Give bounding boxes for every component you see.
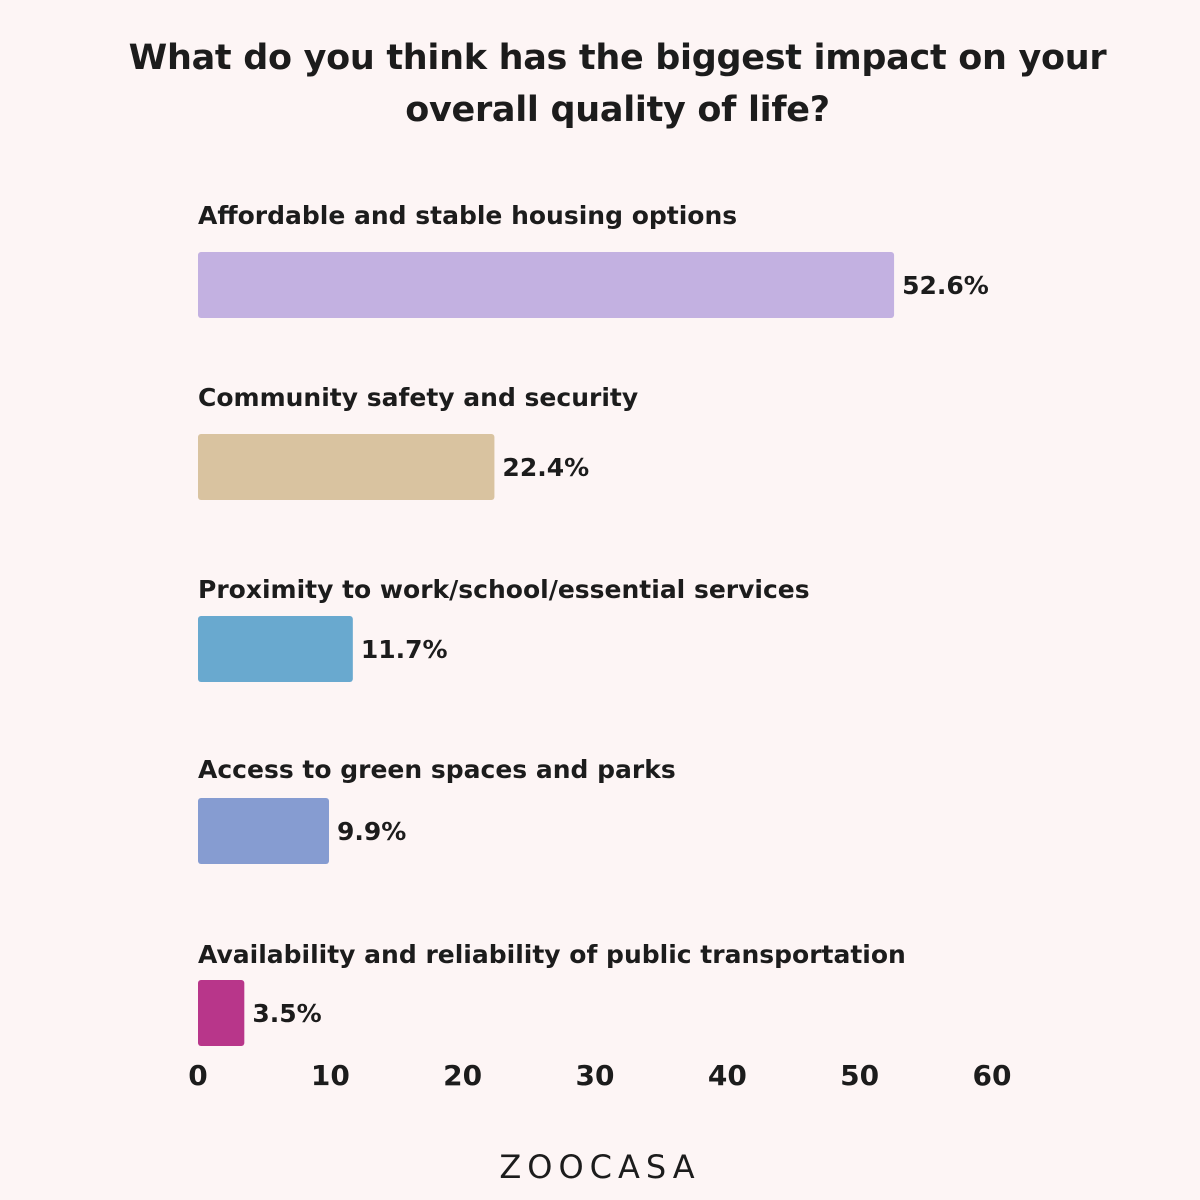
category-label: Affordable and stable housing options [198,201,737,230]
value-label: 22.4% [502,453,589,482]
x-tick-label: 60 [973,1059,1012,1092]
x-tick-label: 10 [311,1059,350,1092]
category-label: Community safety and security [198,383,638,412]
x-tick-label: 20 [443,1059,482,1092]
x-tick-label: 30 [576,1059,615,1092]
value-label: 11.7% [361,635,448,664]
chart-title: What do you think has the biggest impact… [128,38,1107,130]
x-tick-label: 50 [840,1059,879,1092]
bar [198,434,495,500]
category-label: Availability and reliability of public t… [198,940,906,969]
zoocasa-logo: ZOOCASA [499,1148,701,1186]
bar [198,980,245,1046]
value-label: 52.6% [902,271,989,300]
value-label: 3.5% [252,999,321,1028]
x-tick-label: 0 [188,1059,207,1092]
bar [198,252,895,318]
value-label: 9.9% [337,817,406,846]
category-label: Access to green spaces and parks [198,755,676,784]
x-tick-label: 40 [708,1059,747,1092]
category-label: Proximity to work/school/essential servi… [198,575,810,604]
bar [198,616,353,682]
bar [198,798,330,864]
